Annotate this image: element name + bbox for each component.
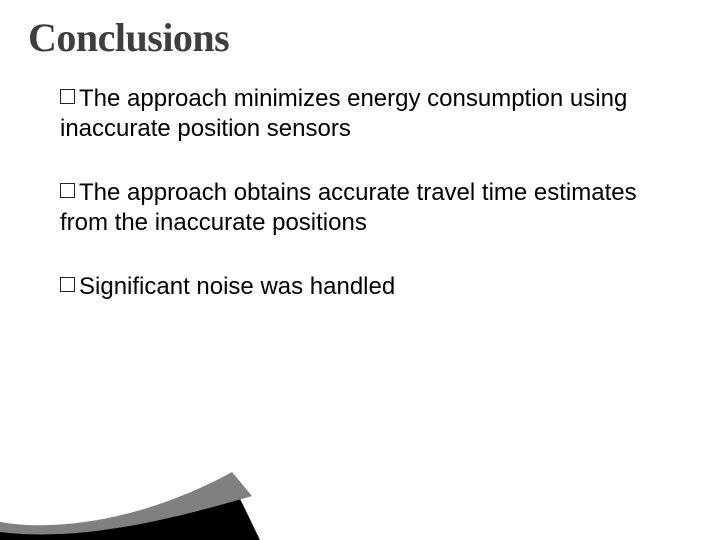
slide: Conclusions The approach minimizes energ… <box>0 0 720 540</box>
bullet-text: Significant noise was handled <box>79 273 395 300</box>
bullet-text: The approach minimizes energy consumptio… <box>60 85 627 142</box>
checkbox-icon <box>60 183 75 198</box>
slide-title: Conclusions <box>28 14 229 61</box>
bullet-item: Significant noise was handled <box>60 272 660 302</box>
bullet-item: The approach obtains accurate travel tim… <box>60 178 660 238</box>
swoosh-gray <box>0 472 252 534</box>
swoosh-black <box>0 478 260 540</box>
bullet-item: The approach minimizes energy consumptio… <box>60 84 660 144</box>
bullet-text: The approach obtains accurate travel tim… <box>60 179 637 236</box>
slide-body: The approach minimizes energy consumptio… <box>60 84 660 336</box>
checkbox-icon <box>60 277 75 292</box>
checkbox-icon <box>60 89 75 104</box>
corner-swoosh-icon <box>0 460 260 540</box>
